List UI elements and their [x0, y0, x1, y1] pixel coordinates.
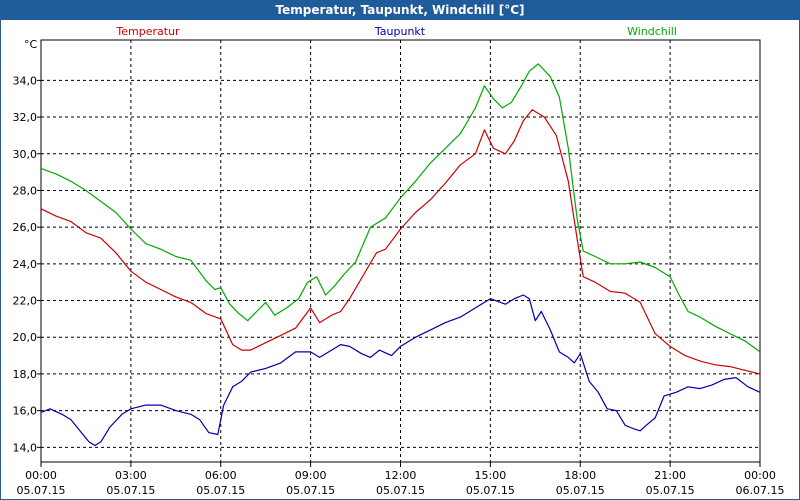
x-tick-time-label: 00:00	[25, 469, 57, 482]
legend-temperatur: Temperatur	[115, 25, 180, 38]
x-tick-time-label: 06:00	[205, 469, 237, 482]
series-line-taupunkt	[40, 294, 761, 447]
series-lines	[40, 63, 761, 447]
y-tick-label: 16,0	[13, 405, 38, 418]
x-tick-date-label: 05.07.15	[196, 484, 245, 497]
x-tick-date-label: 06.07.15	[736, 484, 785, 497]
x-tick-date-label: 05.07.15	[286, 484, 335, 497]
y-tick-label: 22,0	[13, 295, 38, 308]
x-tick-time-label: 12:00	[385, 469, 417, 482]
x-tick-date-label: 05.07.15	[106, 484, 155, 497]
y-axis-ticks: 14,0 16,0 18,0 20,0 22,0 24,0 26,0 28,0 30,0 32,0…	[13, 74, 41, 454]
y-tick-label: 24,0	[13, 258, 38, 271]
x-tick-time-label: 15:00	[475, 469, 507, 482]
legend: Temperatur Taupunkt Windchill	[115, 25, 677, 38]
x-tick-time-label: 03:00	[115, 469, 147, 482]
y-tick-label: 28,0	[13, 184, 38, 197]
x-tick-time-label: 00:00	[744, 469, 776, 482]
x-tick-date-label: 05.07.15	[466, 484, 515, 497]
y-tick-label: 34,0	[13, 74, 38, 87]
y-tick-label: 20,0	[13, 331, 38, 344]
x-tick-date-label: 05.07.15	[556, 484, 605, 497]
y-axis-unit-label: °C	[24, 38, 38, 51]
x-tick-date-label: 05.07.15	[376, 484, 425, 497]
legend-taupunkt: Taupunkt	[374, 25, 426, 38]
x-tick-date-label: 05.07.15	[646, 484, 695, 497]
x-axis-ticks: 00:00 05.07.15 03:00 05.07.15 06:00 05.07.15 0…	[17, 462, 785, 497]
y-tick-label: 30,0	[13, 148, 38, 161]
x-tick-time-label: 18:00	[564, 469, 596, 482]
y-tick-label: 18,0	[13, 368, 38, 381]
y-tick-label: 32,0	[13, 111, 38, 124]
series-line-temperatur	[40, 109, 761, 375]
x-tick-date-label: 05.07.15	[17, 484, 66, 497]
y-tick-label: 26,0	[13, 221, 38, 234]
x-tick-time-label: 21:00	[654, 469, 686, 482]
y-tick-label: 14,0	[13, 441, 38, 454]
chart-title: Temperatur, Taupunkt, Windchill [°C]	[0, 0, 800, 20]
legend-windchill: Windchill	[627, 25, 677, 38]
series-line-windchill	[40, 63, 761, 353]
x-tick-time-label: 09:00	[295, 469, 327, 482]
grid-lines	[41, 40, 760, 462]
